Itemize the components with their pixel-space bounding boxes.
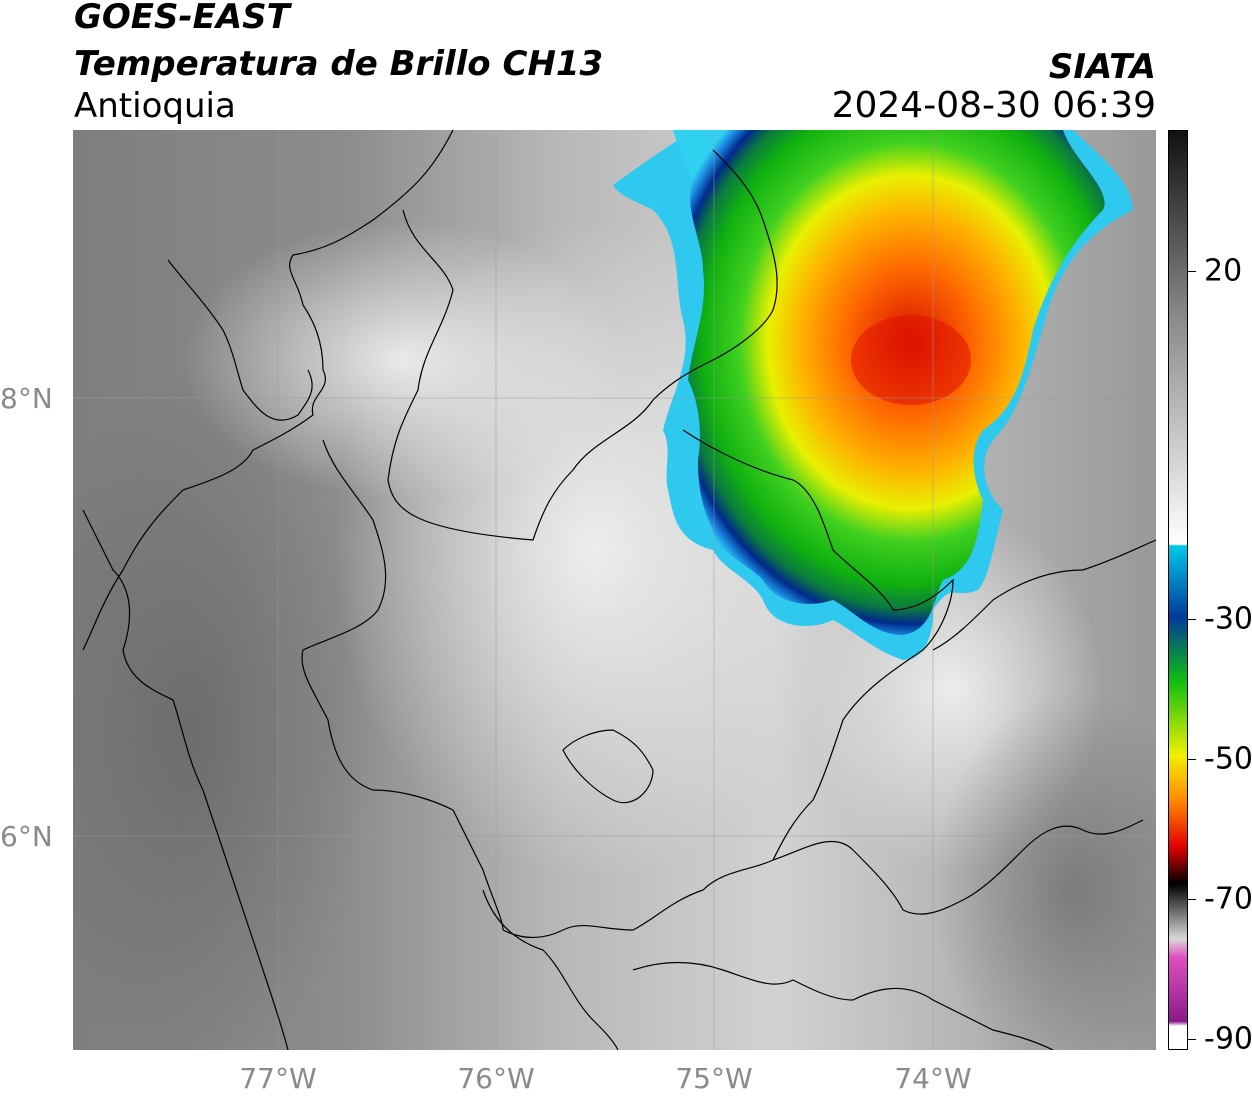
bright-cloud-area [183,220,623,500]
lon-label-74w: 74°W [894,1062,972,1095]
product-title: Temperatura de Brillo CH13 [74,44,604,84]
colorbar-tick [1188,899,1196,900]
colorbar-label-20: 20 [1204,253,1243,289]
colorbar-tick [1188,759,1196,760]
timestamp: 2024-08-30 06:39 [831,85,1156,126]
colorbar-tick [1188,1039,1196,1040]
storm-core [851,315,971,405]
graticule [73,130,1156,1050]
colorbar-label-minus90: -90 [1204,1021,1252,1057]
department-boundary [562,729,654,804]
satellite-title: GOES-EAST [74,0,290,37]
department-boundary [632,961,1054,1050]
dark-warm-area [73,370,373,1050]
temperature-colorbar [1168,130,1188,1050]
lon-label-77w: 77°W [239,1062,317,1095]
department-boundary [772,819,1144,915]
lat-label-6n: 6°N [0,820,53,853]
colorbar-label-minus50: -50 [1204,741,1252,777]
colorbar-label-minus30: -30 [1204,601,1252,637]
pacific-coastline [82,509,289,1050]
colorbar-label-minus70: -70 [1204,881,1252,917]
colorbar-tick [1188,619,1196,620]
lat-label-8n: 8°N [0,382,53,415]
dark-warm-area [933,690,1156,1050]
colorbar-tick [1188,271,1196,272]
brand-label: SIATA [1048,47,1156,87]
department-boundary [932,539,1156,651]
lon-label-76w: 76°W [457,1062,535,1095]
lon-label-75w: 75°W [675,1062,753,1095]
department-boundary [482,889,619,1050]
antioquia-south-boundary [502,429,954,939]
uraba-gulf-coast [167,259,313,421]
antioquia-boundary [387,149,778,541]
region-subtitle: Antioquia [74,86,236,126]
caribbean-coastline [82,130,454,651]
satellite-map[interactable] [73,130,1156,1050]
choco-boundary [301,439,504,931]
